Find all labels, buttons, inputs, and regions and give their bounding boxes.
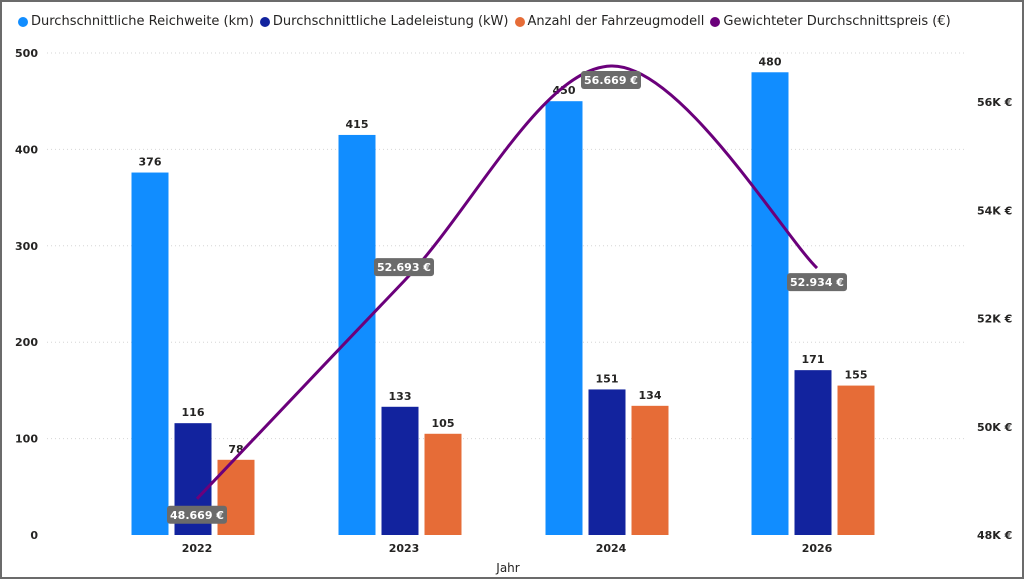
- x-tick-label: 2026: [802, 542, 833, 555]
- data-label-bg: [787, 273, 847, 292]
- y-tick-label: 100: [15, 433, 38, 446]
- data-label: 450: [553, 84, 576, 97]
- bar[interactable]: [338, 134, 376, 535]
- data-label: 415: [346, 118, 369, 131]
- legend-marker-icon: [259, 16, 270, 27]
- bar[interactable]: [588, 389, 626, 535]
- legend-item[interactable]: Durchschnittliche Ladeleistung (kW): [259, 14, 509, 29]
- bar[interactable]: [837, 385, 875, 535]
- x-axis-title: Jahr: [495, 561, 519, 575]
- y-tick-label: 500: [15, 47, 38, 60]
- legend-label: Anzahl der Fahrzeugmodell: [527, 14, 705, 29]
- line-data-label: 52.693 €: [377, 261, 431, 274]
- bar[interactable]: [131, 172, 169, 535]
- data-label: 480: [759, 55, 782, 68]
- legend-item[interactable]: Anzahl der Fahrzeugmodell: [514, 14, 705, 29]
- data-label: 134: [639, 389, 662, 402]
- data-label: 171: [802, 353, 825, 366]
- y2-tick-label: 56K €: [977, 96, 1012, 109]
- legend: Durchschnittliche Reichweite (km) Durchsc…: [18, 14, 951, 29]
- bar[interactable]: [794, 370, 832, 535]
- legend-item[interactable]: Durchschnittliche Reichweite (km): [18, 14, 254, 29]
- data-label: 105: [432, 417, 455, 430]
- legend-item[interactable]: Gewichteter Durchschnittspreis (€): [710, 14, 951, 29]
- line-data-label: 48.669 €: [170, 509, 224, 522]
- bar[interactable]: [631, 405, 669, 535]
- legend-marker-icon: [710, 16, 721, 27]
- y2-tick-label: 54K €: [977, 204, 1012, 217]
- data-label: 116: [182, 406, 205, 419]
- legend-label: Durchschnittliche Ladeleistung (kW): [272, 14, 509, 29]
- x-tick-label: 2022: [182, 542, 213, 555]
- line-data-label: 52.934 €: [790, 276, 844, 289]
- y-tick-label: 400: [15, 143, 38, 156]
- bar[interactable]: [751, 72, 789, 535]
- x-tick-label: 2024: [596, 542, 627, 555]
- data-label-bg: [167, 505, 227, 524]
- data-label: 376: [139, 156, 162, 169]
- bar[interactable]: [424, 433, 462, 535]
- legend-marker-icon: [18, 16, 28, 27]
- legend-label: Durchschnittliche Reichweite (km): [31, 14, 254, 29]
- y2-tick-label: 52K €: [977, 313, 1012, 326]
- y2-tick-label: 48K €: [977, 529, 1012, 542]
- legend-label: Gewichteter Durchschnittspreis (€): [723, 14, 951, 29]
- data-label-bg: [581, 71, 641, 90]
- y2-tick-label: 50K €: [977, 421, 1012, 434]
- bar[interactable]: [545, 101, 583, 535]
- legend-marker-icon: [514, 16, 525, 27]
- y-tick-label: 0: [30, 529, 38, 542]
- line-data-label: 56.669 €: [584, 74, 638, 87]
- bar[interactable]: [381, 406, 419, 535]
- data-label: 133: [389, 390, 412, 403]
- y-tick-label: 300: [15, 240, 38, 253]
- x-tick-label: 2023: [389, 542, 420, 555]
- data-label: 151: [596, 372, 619, 385]
- y-tick-label: 200: [15, 336, 38, 349]
- price-line[interactable]: [195, 64, 819, 500]
- data-label-bg: [374, 258, 434, 277]
- data-label: 155: [845, 369, 868, 382]
